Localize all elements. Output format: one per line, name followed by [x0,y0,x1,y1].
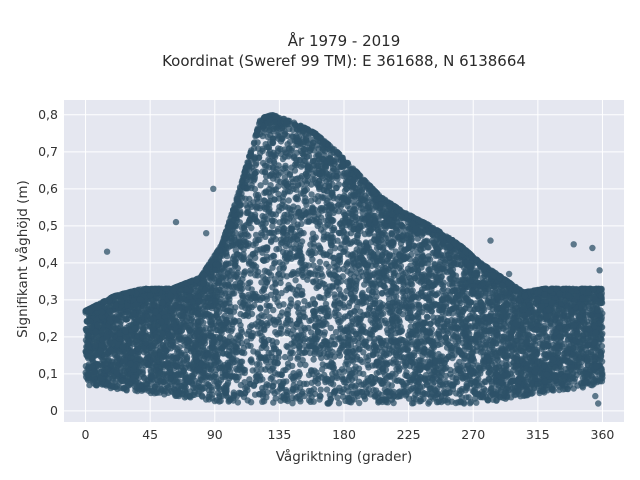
data-point [388,382,395,389]
chart-title-line2: Koordinat (Sweref 99 TM): E 361688, N 61… [162,52,526,70]
data-point [316,396,323,403]
data-point [272,288,279,295]
data-point [287,354,294,362]
data-point [358,268,365,276]
data-point [298,290,305,298]
data-point [295,180,302,188]
data-point [356,370,363,377]
data-point [317,294,324,301]
data-point [303,380,310,387]
data-point [262,178,269,186]
data-point [257,182,264,189]
data-point [247,399,255,406]
data-point [248,224,255,232]
data-point [260,285,267,292]
data-point [289,349,296,357]
data-point [339,393,347,400]
data-point [414,235,421,242]
data-point [323,386,331,393]
data-point [310,262,317,269]
data-point [356,399,363,407]
data-point [247,267,254,274]
data-point [332,328,340,336]
data-point [389,279,396,286]
scatter-points [82,112,606,407]
data-point [361,281,368,288]
data-point [258,319,265,326]
data-point [335,400,343,407]
data-point [256,304,264,311]
data-point [292,277,299,284]
data-point [270,252,278,260]
data-point [289,327,297,334]
data-point [248,356,255,363]
data-point [306,349,314,357]
data-point [316,258,324,266]
data-point [264,244,271,252]
data-point [285,197,292,204]
data-point [272,395,279,402]
chart-title-line1: År 1979 - 2019 [288,31,401,50]
